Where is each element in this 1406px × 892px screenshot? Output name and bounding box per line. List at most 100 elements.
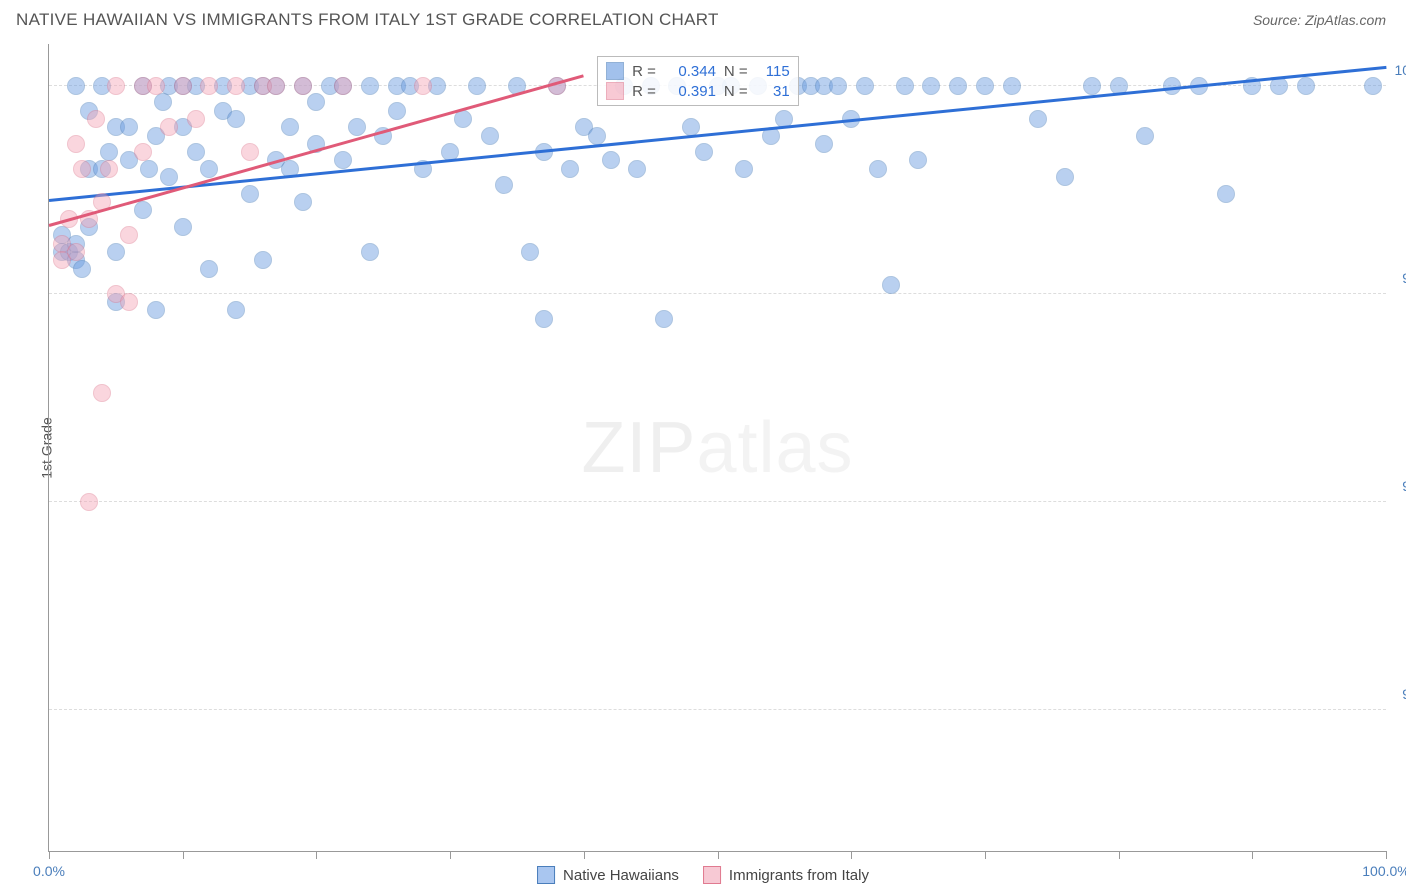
r-value: 0.344 [664, 63, 716, 80]
x-tick [851, 851, 852, 859]
chart-title: NATIVE HAWAIIAN VS IMMIGRANTS FROM ITALY… [16, 10, 719, 30]
r-label: R = [632, 63, 656, 80]
scatter-point [107, 77, 125, 95]
legend-swatch [703, 866, 721, 884]
correlation-legend-row: R = 0.344 N = 115 [606, 61, 790, 81]
scatter-point [334, 151, 352, 169]
scatter-point [521, 243, 539, 261]
scatter-point [134, 201, 152, 219]
scatter-point [348, 118, 366, 136]
x-tick-label: 0.0% [33, 863, 65, 879]
scatter-point [869, 160, 887, 178]
scatter-point [1364, 77, 1382, 95]
scatter-point [67, 135, 85, 153]
scatter-point [561, 160, 579, 178]
scatter-point [134, 143, 152, 161]
scatter-point [267, 77, 285, 95]
legend-label: Immigrants from Italy [729, 867, 869, 884]
scatter-point [361, 77, 379, 95]
scatter-point [468, 77, 486, 95]
x-tick [316, 851, 317, 859]
scatter-point [896, 77, 914, 95]
scatter-point [200, 160, 218, 178]
scatter-point [120, 226, 138, 244]
scatter-point [227, 110, 245, 128]
gridline-h [49, 293, 1386, 294]
watermark: ZIPatlas [581, 407, 853, 489]
x-tick [450, 851, 451, 859]
scatter-point [227, 77, 245, 95]
scatter-point [187, 110, 205, 128]
scatter-point [147, 77, 165, 95]
scatter-point [281, 118, 299, 136]
scatter-point [856, 77, 874, 95]
chart-container: 1st Grade ZIPatlas 92.5%95.0%97.5%100.0%… [48, 44, 1386, 852]
scatter-point [147, 301, 165, 319]
scatter-point [535, 310, 553, 328]
scatter-point [588, 127, 606, 145]
scatter-point [1297, 77, 1315, 95]
scatter-point [388, 102, 406, 120]
legend-item: Immigrants from Italy [703, 866, 869, 884]
gridline-h [49, 709, 1386, 710]
x-tick [183, 851, 184, 859]
x-tick [49, 851, 50, 859]
scatter-point [829, 77, 847, 95]
scatter-point [922, 77, 940, 95]
scatter-point [1029, 110, 1047, 128]
scatter-point [93, 384, 111, 402]
plot-area: ZIPatlas 92.5%95.0%97.5%100.0%0.0%100.0%… [48, 44, 1386, 852]
scatter-point [1083, 77, 1101, 95]
scatter-point [334, 77, 352, 95]
x-tick [1386, 851, 1387, 859]
n-value: 115 [756, 63, 790, 80]
scatter-point [1136, 127, 1154, 145]
scatter-point [655, 310, 673, 328]
r-value: 0.391 [664, 83, 716, 100]
source-attribution: Source: ZipAtlas.com [1253, 12, 1386, 28]
scatter-point [67, 243, 85, 261]
scatter-point [1003, 77, 1021, 95]
scatter-point [602, 151, 620, 169]
scatter-point [100, 160, 118, 178]
scatter-point [495, 176, 513, 194]
scatter-point [87, 110, 105, 128]
x-tick [1252, 851, 1253, 859]
legend-label: Native Hawaiians [563, 867, 679, 884]
scatter-point [160, 118, 178, 136]
scatter-point [200, 260, 218, 278]
legend-swatch [537, 866, 555, 884]
scatter-point [73, 260, 91, 278]
scatter-point [187, 143, 205, 161]
n-label: N = [724, 63, 748, 80]
watermark-thin: atlas [696, 408, 853, 488]
scatter-point [307, 93, 325, 111]
scatter-point [174, 77, 192, 95]
r-label: R = [632, 83, 656, 100]
y-tick-label: 95.0% [1392, 478, 1406, 494]
n-label: N = [724, 83, 748, 100]
scatter-point [481, 127, 499, 145]
scatter-point [695, 143, 713, 161]
scatter-point [120, 118, 138, 136]
scatter-point [735, 160, 753, 178]
scatter-point [976, 77, 994, 95]
scatter-point [294, 193, 312, 211]
scatter-point [120, 293, 138, 311]
x-tick [584, 851, 585, 859]
legend-swatch [606, 62, 624, 80]
scatter-point [1056, 168, 1074, 186]
y-tick-label: 100.0% [1392, 62, 1406, 78]
y-tick-label: 92.5% [1392, 686, 1406, 702]
x-tick [985, 851, 986, 859]
correlation-legend-row: R =0.391N =31 [606, 81, 790, 101]
scatter-point [174, 218, 192, 236]
scatter-point [294, 77, 312, 95]
y-tick-label: 97.5% [1392, 270, 1406, 286]
scatter-point [882, 276, 900, 294]
scatter-point [100, 143, 118, 161]
correlation-legend: R =0.344N =115R =0.391N =31 [597, 56, 799, 106]
scatter-point [160, 168, 178, 186]
gridline-h [49, 501, 1386, 502]
scatter-point [67, 77, 85, 95]
